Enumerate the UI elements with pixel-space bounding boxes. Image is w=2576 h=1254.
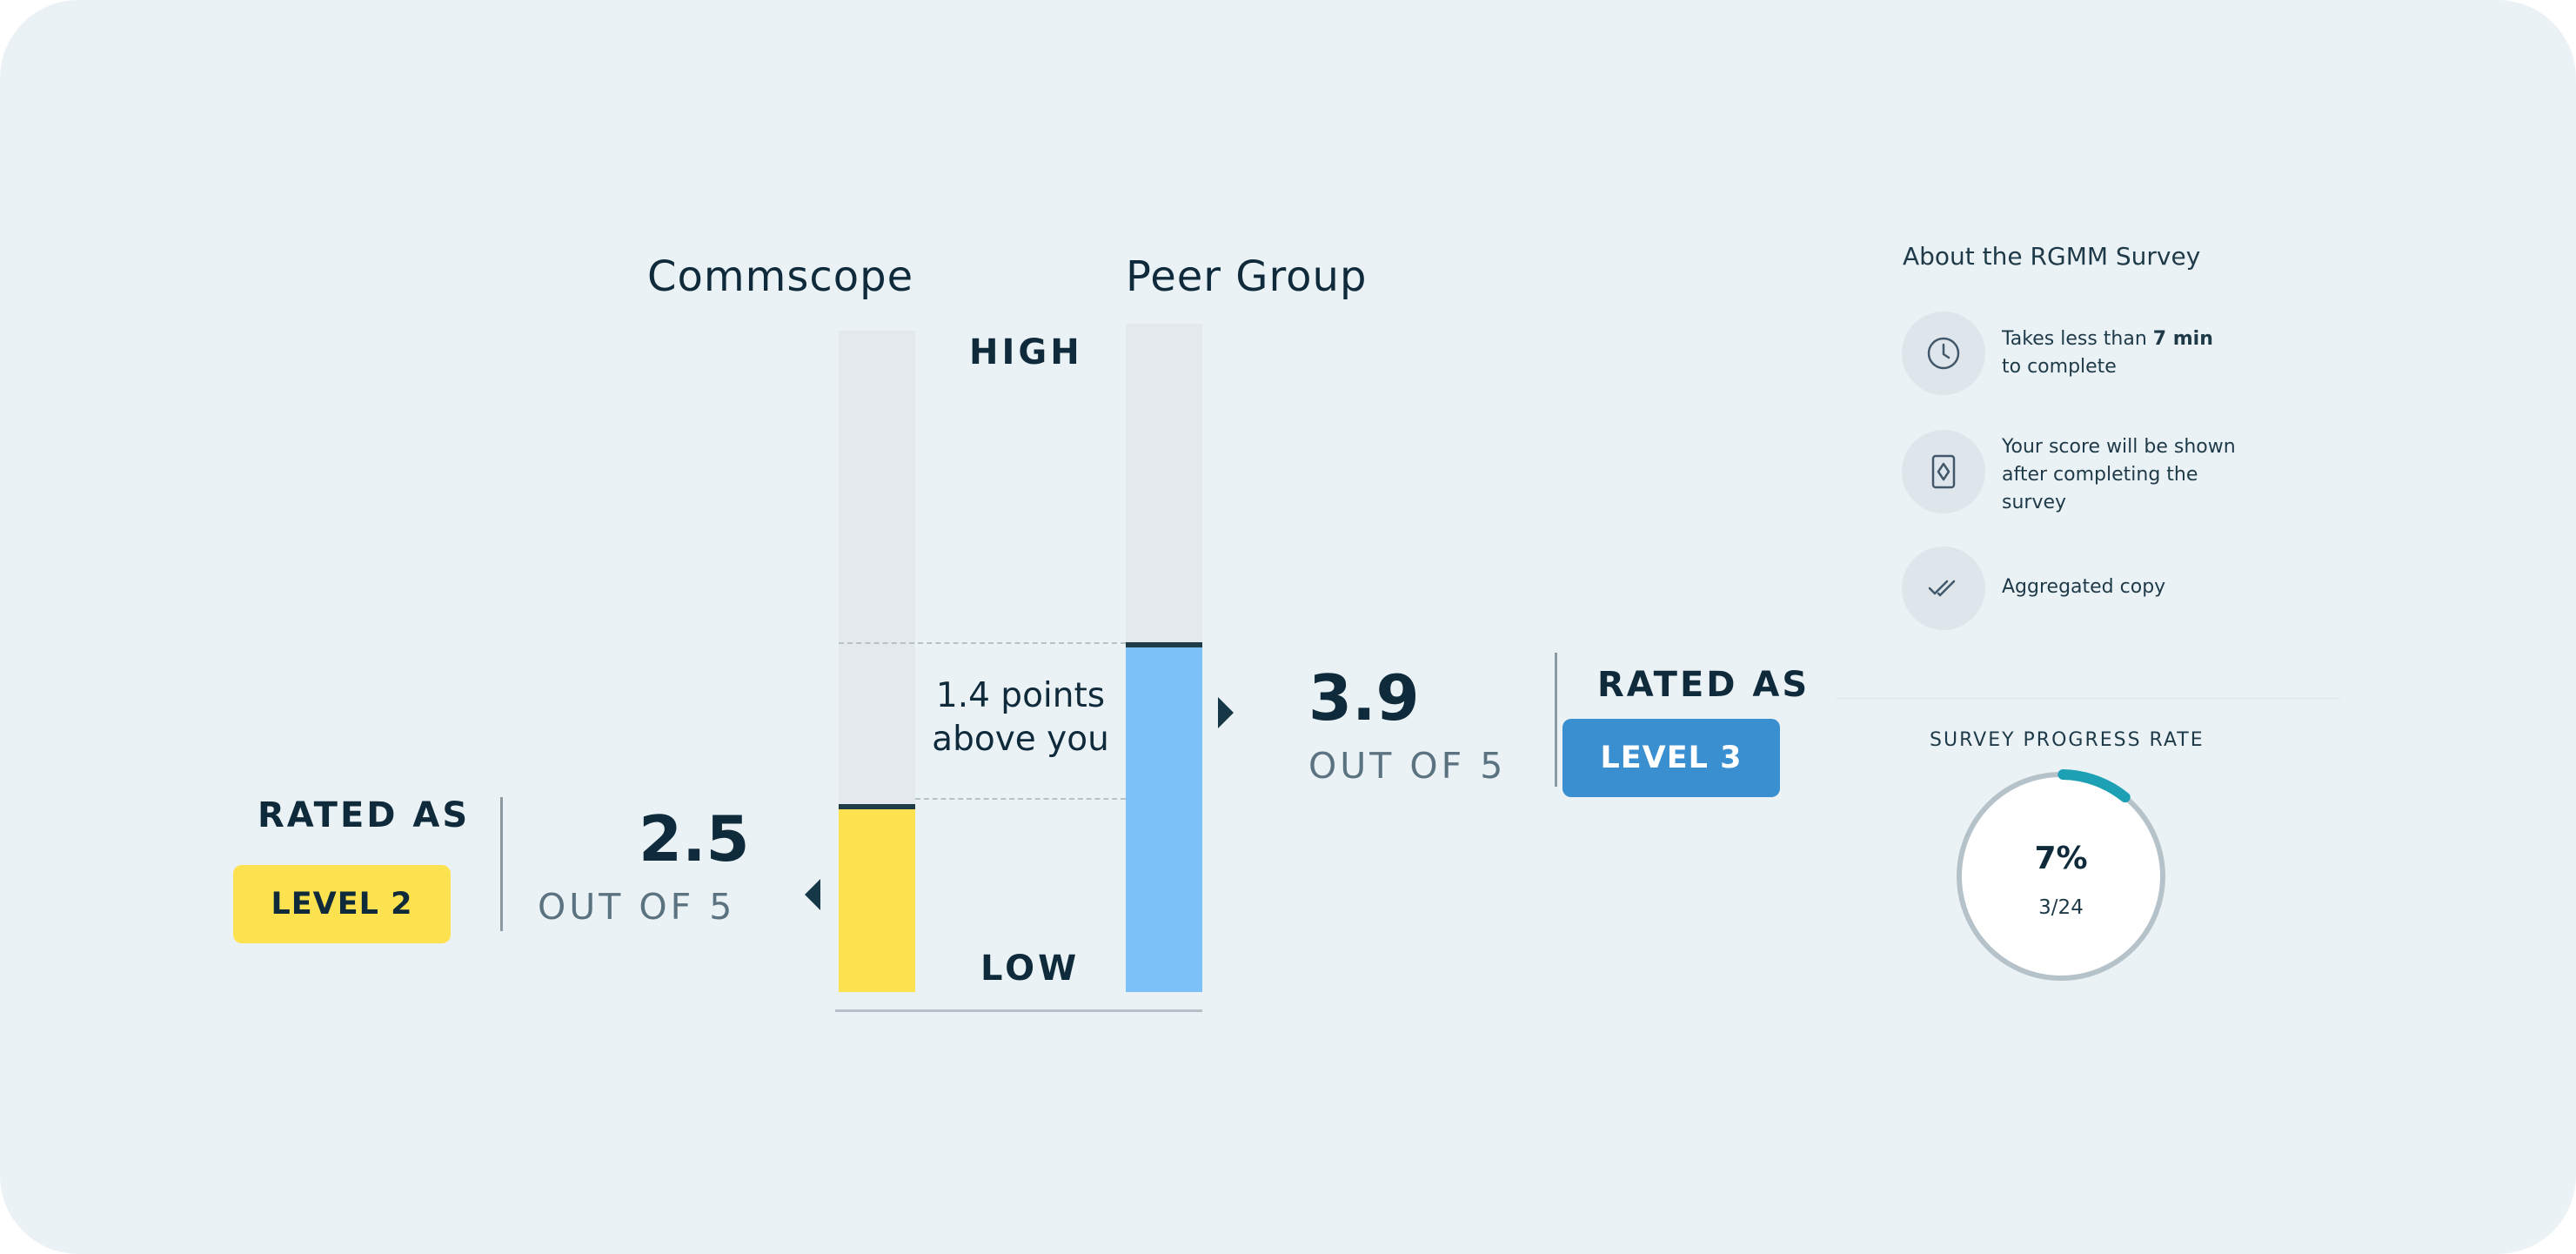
progress-title: SURVEY PROGRESS RATE <box>1930 729 2205 751</box>
company-rated-as-label: RATED AS <box>258 795 471 835</box>
scale-high-label: HIGH <box>969 332 1083 372</box>
progress-ring <box>1957 769 2165 981</box>
progress-percent: 7% <box>2034 841 2088 876</box>
scale-low-label: LOW <box>980 949 1081 989</box>
progress-ring-arc <box>2057 769 2131 803</box>
company-bar-fill <box>839 807 915 992</box>
chart-baseline <box>835 1009 1202 1012</box>
company-title: Commscope <box>647 252 914 301</box>
about-item-score-line3: survey <box>2002 492 2067 513</box>
clock-icon <box>1927 337 1960 370</box>
caret-left-icon <box>805 879 820 910</box>
about-item-score: Your score will be shown after completin… <box>2002 433 2236 517</box>
about-item-score-line2: after completing the <box>2002 464 2198 486</box>
peer-level-badge: LEVEL 3 <box>1562 719 1780 797</box>
double-check-icon <box>1928 580 1956 597</box>
progress-count: 3/24 <box>2038 896 2084 919</box>
peer-divider <box>1555 653 1557 787</box>
peer-out-of: OUT OF 5 <box>1308 745 1507 787</box>
difference-line-2: above you <box>932 720 1109 759</box>
peer-bar-fill <box>1126 645 1202 992</box>
company-bar-track <box>839 331 915 992</box>
caret-right-icon <box>1218 697 1234 728</box>
company-divider <box>500 797 503 931</box>
difference-label: 1.4 points above you <box>926 674 1115 761</box>
peer-level-guide <box>839 642 1126 644</box>
about-item-time-text: Takes less than <box>2002 328 2153 350</box>
peer-bar-track <box>1126 324 1202 992</box>
about-item-time-line2: to complete <box>2002 356 2117 378</box>
company-level-guide <box>915 798 1126 800</box>
peer-group-title: Peer Group <box>1126 252 1368 301</box>
about-item-aggregated: Aggregated copy <box>2002 576 2166 598</box>
clock-icon-badge <box>1902 312 1985 395</box>
peer-bar-marker <box>1126 642 1202 647</box>
peer-score: 3.9 <box>1308 661 1420 734</box>
about-item-time-bold: 7 min <box>2152 328 2213 350</box>
section-divider <box>1836 698 2340 699</box>
card-icon-badge <box>1902 430 1985 513</box>
company-score: 2.5 <box>639 802 750 875</box>
company-bar-marker <box>839 804 915 809</box>
about-item-score-line1: Your score will be shown <box>2002 436 2236 458</box>
about-title: About the RGMM Survey <box>1903 242 2201 271</box>
difference-line-1: 1.4 points <box>935 676 1106 715</box>
company-out-of: OUT OF 5 <box>538 886 736 928</box>
progress-ring-track <box>1957 772 2165 981</box>
double-check-icon-badge <box>1902 547 1985 630</box>
card-icon <box>1931 454 1956 489</box>
about-item-time: Takes less than 7 min to complete <box>2002 325 2213 381</box>
company-level-badge: LEVEL 2 <box>233 865 451 943</box>
peer-rated-as-label: RATED AS <box>1597 665 1810 705</box>
